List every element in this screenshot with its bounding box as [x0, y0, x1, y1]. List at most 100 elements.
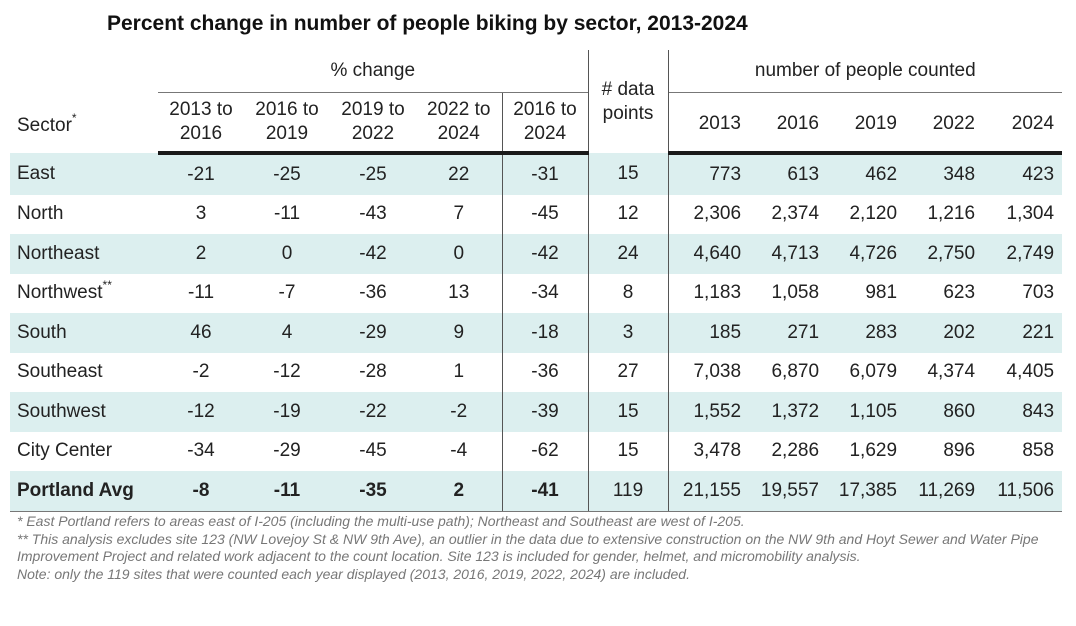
count-cell: 4,726	[827, 234, 906, 274]
count-cell: 703	[1022, 282, 1055, 304]
table-row: East -21 -25 -25 22 -31 15 773 613 462 3…	[10, 153, 1063, 195]
count-cell: 7,038	[693, 361, 742, 383]
pct-cell: 1	[453, 361, 465, 383]
pct-cell: -4	[450, 440, 468, 462]
count-cell: 4,713	[749, 234, 828, 274]
count-cell: 3,478	[693, 440, 742, 462]
pct-cell: 7	[453, 203, 465, 225]
pct-cell: -41	[501, 471, 589, 512]
pct-cell: -25	[244, 153, 330, 195]
count-cell: 221	[983, 313, 1063, 353]
pct-cell: -29	[330, 313, 416, 353]
count-cell: 2,120	[849, 203, 898, 225]
count-cell: 981	[865, 282, 898, 304]
pct-change-group-header: % change	[330, 60, 416, 81]
count-cell: 4,640	[668, 234, 750, 274]
table-row: City Center -34 -29 -45 -4 -62 15 3,478 …	[10, 431, 1062, 471]
count-cell: 1,629	[849, 440, 898, 462]
count-cell: 1,058	[771, 282, 820, 304]
pct-col-header: 2016 to 2019	[244, 92, 330, 155]
pct-col-header: 2022 to 2024	[416, 92, 502, 155]
pct-cell: -8	[158, 471, 244, 512]
points-cell: 15	[587, 392, 669, 432]
count-cell: 283	[827, 313, 906, 353]
year-header: 2019	[827, 92, 906, 155]
pct-cell: -28	[359, 361, 387, 383]
pct-cell: 2	[416, 471, 502, 512]
pct-cell: 0	[244, 234, 330, 274]
sector-cell: East	[10, 153, 158, 195]
points-cell: 15	[587, 153, 669, 195]
pct-cell: -42	[330, 234, 416, 274]
points-cell: 12	[587, 194, 669, 234]
pct-cell: 9	[416, 313, 502, 353]
count-cell: 843	[983, 392, 1063, 432]
footnote: ** This analysis excludes site 123 (NW L…	[17, 530, 1039, 565]
pct-cell: 2	[158, 234, 244, 274]
count-cell: 1,552	[668, 392, 750, 432]
pct-cell: -21	[158, 153, 244, 195]
pct-cell: -29	[273, 440, 301, 462]
count-cell: 4,405	[1006, 361, 1055, 383]
count-cell: 1,372	[749, 392, 828, 432]
count-cell: 1,216	[927, 203, 976, 225]
table-row: Southeast -2 -12 -28 1 -36 27 7,038 6,87…	[10, 352, 1062, 392]
sector-cell: Southwest	[10, 392, 158, 432]
count-cell: 185	[668, 313, 750, 353]
pct-cell: 0	[416, 234, 502, 274]
pct-cell: 4	[244, 313, 330, 353]
count-cell: 1,183	[693, 282, 742, 304]
points-cell: 27	[587, 352, 669, 392]
pct-cell: -34	[187, 440, 215, 462]
sector-cell: Northwest**	[17, 278, 112, 304]
count-cell: 1,105	[827, 392, 906, 432]
points-cell: 8	[587, 273, 669, 313]
pct-cell: -62	[501, 431, 589, 471]
sector-cell: South	[10, 313, 158, 353]
count-cell: 462	[827, 153, 906, 195]
year-header: 2016	[749, 92, 828, 155]
count-cell: 348	[905, 153, 984, 195]
count-cell: 2,306	[693, 203, 742, 225]
sector-cell: North	[17, 203, 64, 225]
sector-cell: Portland Avg	[10, 471, 158, 512]
count-group-header: number of people counted	[754, 60, 976, 81]
pct-cell: -22	[330, 392, 416, 432]
pct-cell: -43	[359, 203, 387, 225]
count-cell: 6,079	[849, 361, 898, 383]
pct-col-header: 2019 to 2022	[330, 92, 416, 155]
count-cell: 613	[749, 153, 828, 195]
count-cell: 271	[749, 313, 828, 353]
table-row: Northwest** -11 -7 -36 13 -34 8 1,183 1,…	[10, 273, 1062, 313]
pct-cell: -11	[187, 282, 215, 304]
table-row: Northeast 2 0 -42 0 -42 24 4,640 4,713 4…	[10, 234, 1063, 274]
pct-cell: -36	[359, 282, 387, 304]
pct-cell: -18	[501, 313, 589, 353]
pct-cell: -19	[244, 392, 330, 432]
count-cell: 773	[668, 153, 750, 195]
sector-cell: Southeast	[17, 361, 103, 383]
pct-cell: -45	[359, 440, 387, 462]
sector-cell: Northeast	[10, 234, 158, 274]
pct-cell: -12	[273, 361, 301, 383]
year-header: 2024	[983, 92, 1063, 155]
footnote: Note: only the 119 sites that were count…	[17, 565, 690, 582]
pct-cell: 22	[416, 153, 502, 195]
pct-cell: -25	[330, 153, 416, 195]
table-row: Southwest -12 -19 -22 -2 -39 15 1,552 1,…	[10, 392, 1063, 432]
pct-cell: -39	[501, 392, 589, 432]
count-cell: 11,506	[983, 471, 1063, 512]
footnote: * East Portland refers to areas east of …	[17, 513, 745, 529]
points-cell: 24	[587, 234, 669, 274]
table-row: South 46 4 -29 9 -18 3 185 271 283 202 2…	[10, 313, 1063, 353]
count-cell: 6,870	[771, 361, 820, 383]
pct-cell: -45	[501, 194, 589, 234]
sector-cell: City Center	[17, 440, 113, 462]
pct-cell: -11	[273, 203, 301, 225]
count-cell: 19,557	[749, 471, 828, 512]
year-header: 2013	[668, 92, 750, 155]
portland-avg-row: Portland Avg -8 -11 -35 2 -41 119 21,155…	[10, 471, 1063, 512]
count-cell: 2,750	[905, 234, 984, 274]
pct-cell: -7	[278, 282, 296, 304]
count-cell: 2,749	[983, 234, 1063, 274]
